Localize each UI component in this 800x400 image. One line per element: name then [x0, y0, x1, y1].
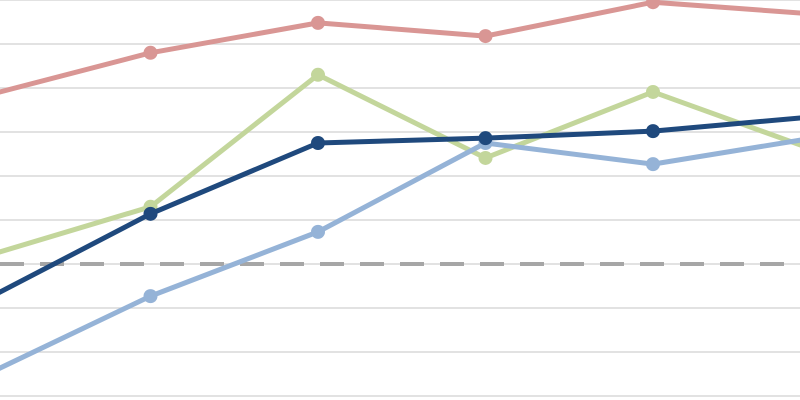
data-point — [143, 206, 158, 221]
data-point — [311, 224, 325, 239]
data-point — [646, 124, 660, 139]
data-point — [646, 157, 660, 172]
series-line — [0, 115, 800, 295]
data-point — [646, 0, 660, 10]
data-point — [478, 131, 493, 146]
series-line — [0, 137, 800, 371]
data-point — [478, 29, 493, 44]
data-point — [143, 289, 158, 304]
series-line — [0, 72, 800, 255]
data-point — [478, 150, 493, 165]
series-line — [0, 0, 800, 95]
data-point — [646, 84, 660, 99]
data-point — [311, 136, 325, 150]
data-point — [311, 15, 325, 30]
data-point — [311, 67, 325, 82]
data-point — [143, 45, 158, 60]
